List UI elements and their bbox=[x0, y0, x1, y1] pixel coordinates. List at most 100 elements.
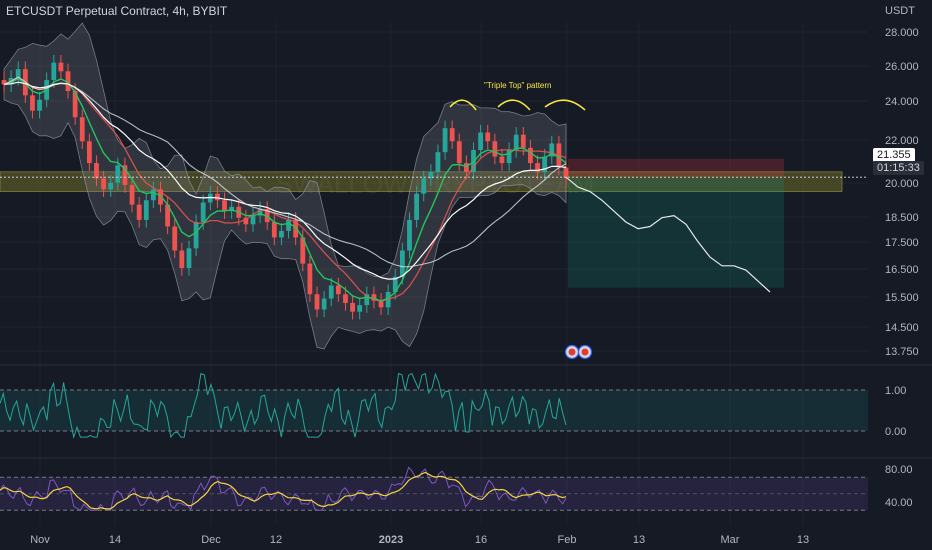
candle-body bbox=[321, 298, 327, 310]
candle-body bbox=[307, 263, 313, 295]
ema-green-line bbox=[3, 77, 567, 302]
candle-body bbox=[58, 62, 64, 72]
candle-body bbox=[200, 202, 206, 223]
candle-body bbox=[492, 141, 498, 157]
candle-body bbox=[158, 189, 163, 205]
bollinger-band bbox=[3, 22, 567, 350]
candle-body bbox=[150, 189, 156, 201]
time-tick-label: Mar bbox=[721, 534, 740, 546]
oscillator-tick-label: 0.00 bbox=[885, 426, 906, 438]
candle-body bbox=[464, 163, 469, 172]
price-tick-label: 18.500 bbox=[885, 212, 919, 224]
candle-body bbox=[215, 193, 220, 201]
price-tick-label: 14.500 bbox=[885, 322, 919, 334]
candle-body bbox=[520, 134, 526, 148]
candle-body bbox=[421, 178, 427, 194]
event-flag-dot bbox=[581, 348, 589, 356]
candle-body bbox=[15, 69, 21, 78]
candle-body bbox=[143, 200, 149, 220]
candle-body bbox=[343, 294, 348, 303]
candle-body bbox=[229, 206, 235, 212]
price-tick-label: 13.750 bbox=[885, 346, 919, 358]
forecast-path bbox=[565, 176, 771, 293]
rsi-signal-line bbox=[0, 471, 567, 510]
candle-body bbox=[328, 285, 334, 299]
candle-body bbox=[51, 62, 57, 81]
candle-body bbox=[279, 230, 284, 238]
candle-body bbox=[535, 163, 540, 172]
candle-body bbox=[378, 300, 384, 308]
candle-body bbox=[115, 165, 121, 183]
candle-body bbox=[499, 156, 505, 164]
ma-long-white-line bbox=[3, 76, 567, 268]
price-tick-label: 17.500 bbox=[885, 237, 919, 249]
candle-body bbox=[542, 156, 548, 172]
candle-body bbox=[222, 200, 227, 212]
candle-body bbox=[506, 150, 512, 164]
candle-body bbox=[1, 80, 7, 85]
axis-currency-label: USDT bbox=[885, 5, 915, 17]
candle-body bbox=[407, 219, 412, 251]
price-tick-label: 28.000 bbox=[885, 27, 919, 39]
triple-top-arc-2 bbox=[497, 99, 531, 111]
price-tick-label: 16.500 bbox=[885, 264, 919, 276]
candle-body bbox=[179, 250, 185, 268]
rsi-tick-label: 80.00 bbox=[885, 464, 913, 476]
oscillator-tick-label: 1.00 bbox=[885, 385, 906, 397]
price-tick-label: 24.000 bbox=[885, 96, 919, 108]
candle-body bbox=[30, 95, 35, 111]
triple-top-arc-3 bbox=[544, 99, 586, 111]
stop-loss-zone bbox=[568, 158, 784, 178]
candle-body bbox=[335, 285, 341, 295]
ma-slow-white-line bbox=[3, 81, 567, 280]
candle-body bbox=[485, 132, 491, 142]
candles-group bbox=[1, 54, 569, 320]
candle-body bbox=[293, 219, 299, 238]
time-tick-label: Feb bbox=[558, 534, 577, 546]
candle-body bbox=[563, 167, 569, 178]
candle-body bbox=[300, 237, 306, 264]
candle-body bbox=[257, 209, 263, 216]
candle-body bbox=[435, 152, 441, 172]
candle-body bbox=[549, 143, 555, 157]
candle-body bbox=[250, 215, 256, 225]
candle-body bbox=[428, 171, 434, 179]
candle-body bbox=[129, 184, 135, 205]
rsi-tick-label: 40.00 bbox=[885, 497, 913, 509]
time-tick-label: 14 bbox=[109, 534, 121, 546]
candle-body bbox=[65, 71, 71, 91]
candle-body bbox=[449, 128, 455, 142]
candle-body bbox=[392, 276, 398, 293]
time-tick-label: Dec bbox=[201, 534, 221, 546]
candle-body bbox=[399, 250, 405, 277]
candle-body bbox=[357, 305, 363, 312]
time-tick-label: 12 bbox=[270, 534, 282, 546]
candle-body bbox=[243, 217, 249, 225]
time-tick-label: 13 bbox=[797, 534, 809, 546]
ma-fast-red-line bbox=[3, 76, 567, 302]
time-tick-label: 13 bbox=[633, 534, 645, 546]
candle-body bbox=[37, 99, 42, 111]
rsi-line bbox=[0, 466, 567, 511]
triple-top-arc-1 bbox=[449, 99, 477, 111]
candle-body bbox=[172, 226, 178, 251]
candle-body bbox=[286, 219, 291, 231]
time-tick-label: Nov bbox=[30, 534, 50, 546]
price-tick-label: 22.000 bbox=[885, 135, 919, 147]
candle-body bbox=[528, 147, 533, 164]
candle-body bbox=[193, 222, 199, 249]
candle-body bbox=[186, 248, 192, 268]
candle-body bbox=[478, 132, 484, 150]
candle-body bbox=[364, 294, 370, 306]
candle-body bbox=[414, 193, 420, 220]
candle-body bbox=[165, 204, 171, 227]
symbol-title: ETCUSDT Perpetual Contract, 4h, BYBIT bbox=[6, 4, 228, 18]
candle-body bbox=[271, 222, 277, 238]
candle-body bbox=[108, 182, 114, 190]
candle-body bbox=[86, 141, 92, 164]
candle-body bbox=[513, 134, 519, 150]
time-tick-label: 16 bbox=[475, 534, 487, 546]
price-tick-label: 26.000 bbox=[885, 61, 919, 73]
